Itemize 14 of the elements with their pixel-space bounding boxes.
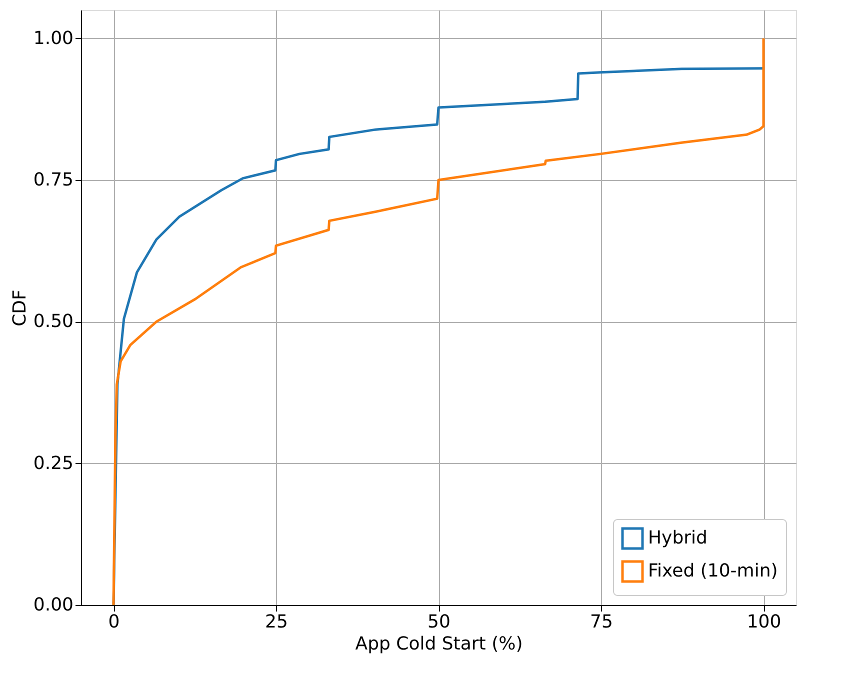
x-axis-title: App Cold Start (%): [355, 634, 523, 654]
x-tick-label: 100: [746, 612, 782, 632]
x-tick-label: 0: [108, 612, 120, 632]
y-tick-label: 0.50: [33, 311, 74, 332]
x-tick-label: 25: [265, 612, 288, 632]
y-axis-title: CDF: [9, 290, 30, 326]
legend-label: Fixed (10-min): [648, 560, 778, 582]
y-tick-label: 0.25: [33, 452, 74, 474]
legend-label: Hybrid: [648, 528, 708, 548]
x-tick-label: 50: [428, 612, 450, 632]
y-tick-label: 0.75: [33, 170, 74, 190]
x-tick-label: 75: [590, 612, 613, 632]
y-tick-label: 1.00: [33, 28, 74, 49]
y-tick-label: 0.00: [33, 594, 74, 616]
